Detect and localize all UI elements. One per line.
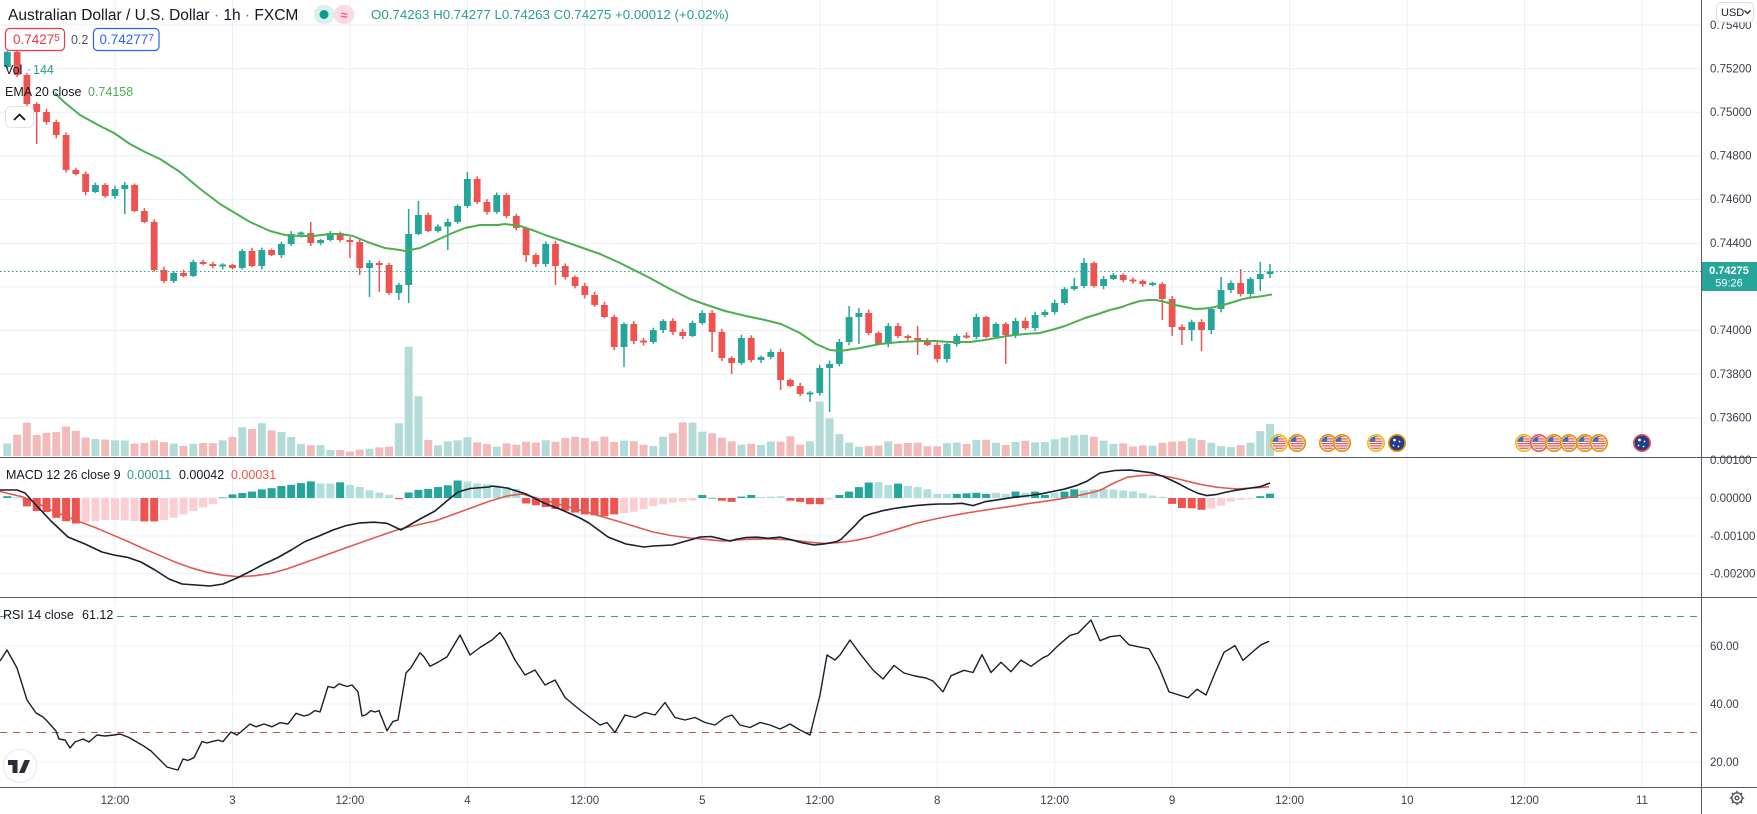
svg-text:0.00011: 0.00011 (127, 468, 171, 482)
svg-text:0.74400: 0.74400 (1710, 238, 1752, 250)
svg-text:0.74600: 0.74600 (1710, 194, 1752, 206)
svg-text:0.74275: 0.74275 (1709, 265, 1749, 277)
svg-text:Vol: Vol (5, 63, 22, 77)
svg-text:5: 5 (699, 795, 705, 807)
svg-text:3: 3 (229, 795, 235, 807)
svg-text:0.2: 0.2 (71, 33, 88, 47)
svg-text:0.742777: 0.742777 (100, 32, 155, 47)
svg-text:10: 10 (1401, 795, 1414, 807)
svg-text:0.73600: 0.73600 (1710, 413, 1752, 425)
svg-text:59:26: 59:26 (1715, 278, 1743, 290)
svg-text:0.74158: 0.74158 (88, 85, 133, 99)
svg-text:·: · (27, 63, 31, 77)
svg-text:USD: USD (1721, 7, 1744, 19)
svg-text:0.75200: 0.75200 (1710, 64, 1752, 76)
svg-text:4: 4 (464, 795, 471, 807)
svg-text:144: 144 (33, 63, 54, 77)
svg-text:12:00: 12:00 (336, 795, 365, 807)
svg-text:0.00000: 0.00000 (1710, 493, 1752, 505)
svg-text:0.00042: 0.00042 (179, 468, 224, 482)
svg-text:O0.74263 H0.74277 L0.74263 C0.: O0.74263 H0.74277 L0.74263 C0.74275 +0.0… (371, 7, 729, 22)
svg-text:-0.00200: -0.00200 (1710, 569, 1755, 581)
svg-text:0.73800: 0.73800 (1710, 369, 1752, 381)
svg-text:12:00: 12:00 (1510, 795, 1539, 807)
svg-text:12:00: 12:00 (1275, 795, 1304, 807)
svg-text:MACD 12 26 close 9: MACD 12 26 close 9 (6, 468, 121, 482)
svg-text:0.00100: 0.00100 (1710, 455, 1752, 467)
svg-text:8: 8 (934, 795, 940, 807)
svg-text:0.74275: 0.74275 (13, 32, 60, 47)
svg-text:9: 9 (1169, 795, 1175, 807)
svg-text:61.12: 61.12 (82, 608, 113, 622)
svg-text:0.75000: 0.75000 (1710, 107, 1752, 119)
svg-text:12:00: 12:00 (101, 795, 130, 807)
svg-text:RSI 14 close: RSI 14 close (3, 608, 74, 622)
svg-text:Australian Dollar / U.S. Dolla: Australian Dollar / U.S. Dollar · 1h · F… (8, 7, 298, 24)
svg-text:40.00: 40.00 (1710, 699, 1739, 711)
svg-text:0.75400: 0.75400 (1710, 20, 1752, 32)
svg-text:12:00: 12:00 (1040, 795, 1069, 807)
svg-text:0.00031: 0.00031 (231, 468, 276, 482)
svg-text:12:00: 12:00 (570, 795, 599, 807)
svg-text:20.00: 20.00 (1710, 757, 1739, 769)
svg-text:0.74000: 0.74000 (1710, 325, 1752, 337)
svg-text:0.74800: 0.74800 (1710, 151, 1752, 163)
svg-text:-0.00100: -0.00100 (1710, 531, 1755, 543)
svg-text:11: 11 (1636, 795, 1648, 807)
svg-text:12:00: 12:00 (805, 795, 834, 807)
svg-text:60.00: 60.00 (1710, 641, 1739, 653)
svg-text:EMA 20 close: EMA 20 close (5, 85, 81, 99)
svg-text:≈: ≈ (340, 8, 347, 23)
